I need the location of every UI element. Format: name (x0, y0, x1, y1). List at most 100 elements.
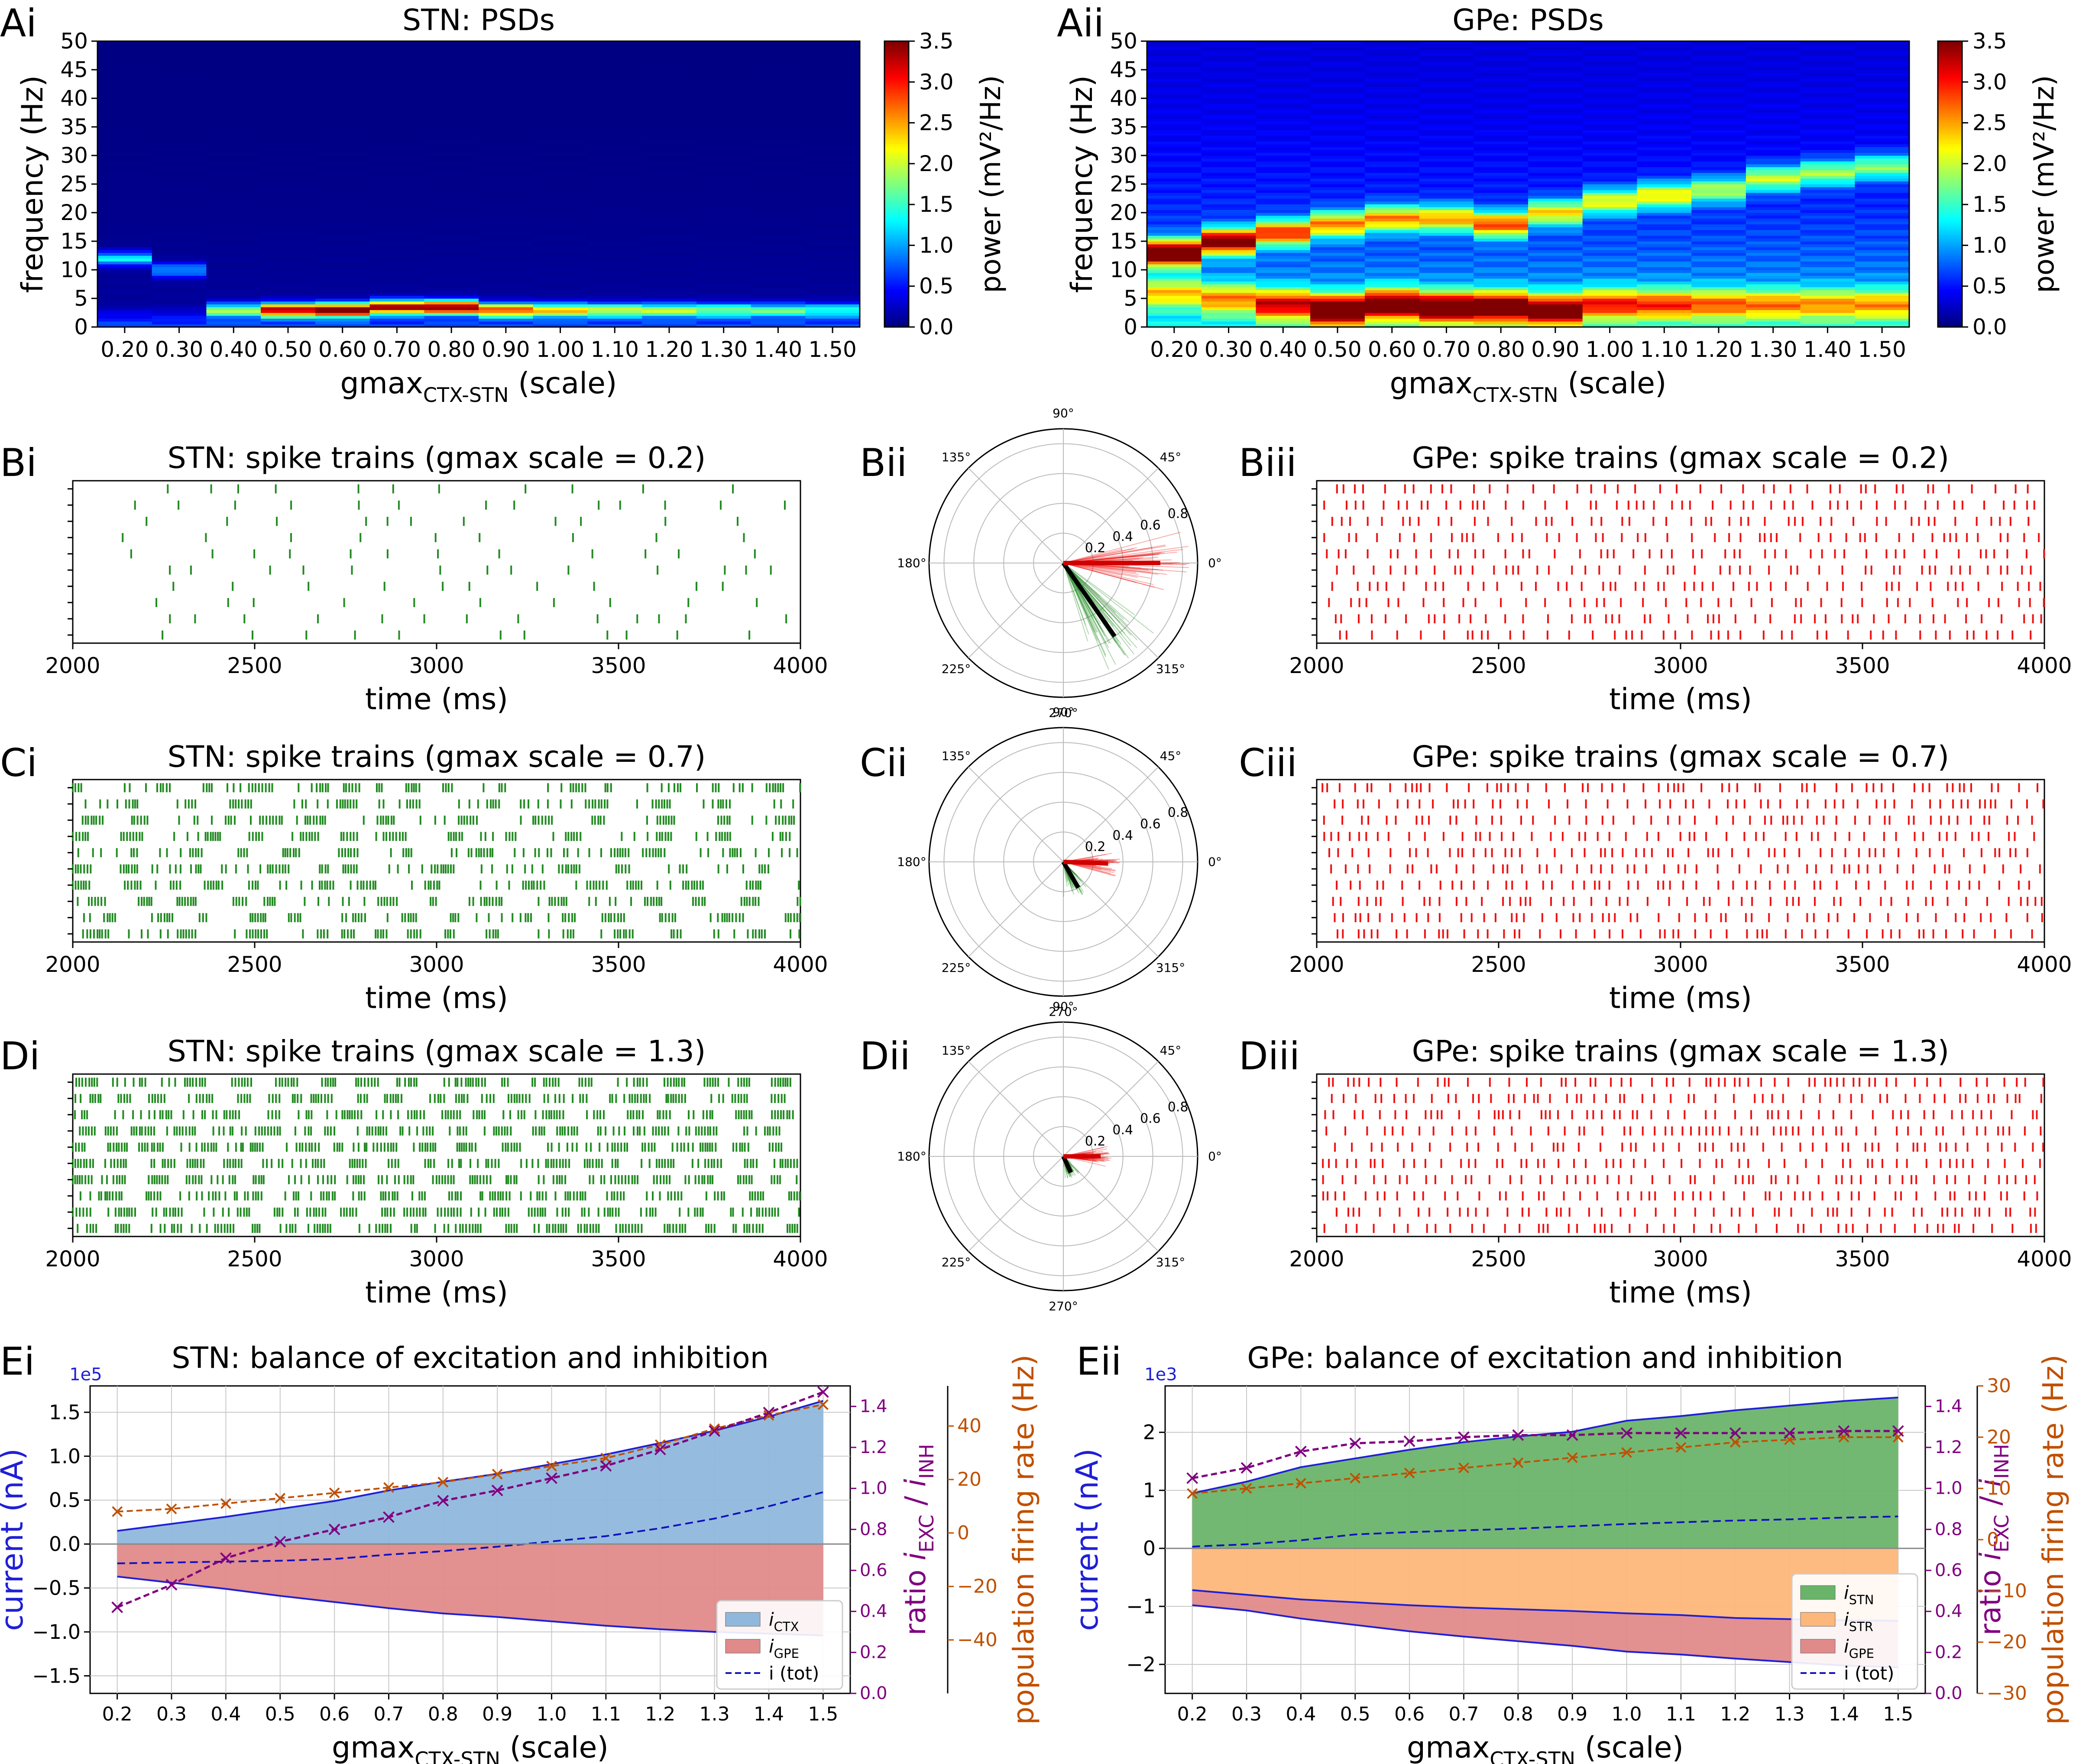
psd-cell (206, 101, 261, 104)
colorbar-segment (1938, 117, 1962, 120)
colorbar-segment (1938, 155, 1962, 159)
psd-cell (587, 275, 642, 279)
psd-cell (1691, 170, 1746, 173)
psd-cell (1474, 133, 1529, 136)
psd-cell (1528, 84, 1583, 87)
psd-cell (1256, 281, 1311, 285)
psd-cell (1800, 110, 1855, 113)
colorbar-segment (884, 79, 909, 82)
psd-cell (1256, 284, 1311, 288)
panel-label-Dii: Dii (860, 1034, 910, 1078)
psd-cell (261, 52, 316, 56)
psd-cell (1256, 155, 1311, 159)
psd-cell (1364, 278, 1420, 282)
psd-cell (1528, 107, 1583, 110)
colorbar-segment (1938, 208, 1962, 211)
psd-cell (1364, 87, 1420, 90)
psd-cell (587, 49, 642, 53)
panel-label-Bi: Bi (0, 440, 37, 485)
psd-cell (424, 301, 479, 304)
psd-cell (1746, 270, 1801, 273)
psd-cell (1201, 98, 1256, 102)
psd-cell (1147, 47, 1202, 50)
psd-cell (1746, 187, 1801, 190)
psd-cell (1800, 184, 1855, 188)
psd-cell (152, 49, 207, 53)
psd-cell (1364, 127, 1420, 130)
psd-cell (424, 198, 479, 202)
colorbar-tick-label: 1.5 (919, 192, 954, 217)
colorbar-segment (884, 284, 909, 287)
psd-cell (642, 170, 697, 173)
psd-cell (1637, 87, 1692, 90)
psd-cell (315, 301, 370, 304)
psd-cell (1691, 44, 1746, 47)
psd-cell (805, 95, 860, 99)
colorbar-segment (884, 110, 909, 113)
psd-cell (1746, 221, 1801, 224)
psd-cell (206, 84, 261, 87)
psd-cell (152, 67, 207, 70)
psd-cell (1147, 149, 1202, 153)
psd-cell (1637, 49, 1692, 53)
psd-cell (1746, 87, 1801, 90)
psd-cell (479, 313, 534, 316)
psd-cell (97, 184, 152, 188)
psd-cell (533, 141, 588, 145)
psd-cell (152, 87, 207, 90)
psd-cell (1201, 278, 1256, 282)
psd-cell (587, 84, 642, 87)
psd-cell (1256, 78, 1311, 81)
psd-cell (152, 184, 207, 188)
psd-cell (1528, 110, 1583, 113)
psd-cell (696, 258, 751, 262)
psd-cell (751, 110, 806, 113)
psd-cell (261, 55, 316, 59)
psd-cell (1310, 230, 1365, 233)
psd-cell (479, 64, 534, 67)
psd-cell (479, 175, 534, 179)
psd-cell (1800, 235, 1855, 239)
psd-cell (315, 81, 370, 84)
psd-cell (533, 321, 588, 324)
psd-cell (315, 178, 370, 181)
psd-cell (206, 158, 261, 162)
psd-cell (206, 295, 261, 299)
psd-cell (1256, 113, 1311, 116)
psd-cell (424, 70, 479, 73)
colorbar-segment (884, 141, 909, 144)
psd-cell (479, 270, 534, 273)
psd-cell (479, 292, 534, 296)
psd-cell (424, 147, 479, 150)
psd-cell (1528, 152, 1583, 156)
psd-cell (152, 235, 207, 239)
psd-cell (1364, 238, 1420, 242)
psd-cell (479, 247, 534, 250)
psd-cell (696, 78, 751, 81)
psd-cell (152, 95, 207, 99)
psd-cell (1800, 118, 1855, 122)
psd-cell (1582, 215, 1637, 219)
psd-cell (1855, 284, 1910, 288)
psd-cell (315, 127, 370, 130)
psd-cell (1691, 281, 1746, 285)
psd-cell (751, 241, 806, 245)
psd-cell (696, 155, 751, 159)
psd-cell (1855, 201, 1910, 204)
psd-cell (751, 124, 806, 127)
colorbar-segment (884, 262, 909, 265)
psd-cell (642, 192, 697, 196)
psd-cell (479, 241, 534, 245)
psd-cell (1855, 272, 1910, 276)
psd-cell (152, 118, 207, 122)
psd-cell (696, 221, 751, 224)
psd-cell (1691, 133, 1746, 136)
psd-cell (1256, 70, 1311, 73)
psd-cell (152, 104, 207, 107)
psd-cell (152, 78, 207, 81)
psd-cell (1419, 164, 1474, 167)
psd-cell (152, 258, 207, 262)
psd-cell (805, 87, 860, 90)
psd-cell (424, 164, 479, 167)
psd-cell (1528, 98, 1583, 102)
